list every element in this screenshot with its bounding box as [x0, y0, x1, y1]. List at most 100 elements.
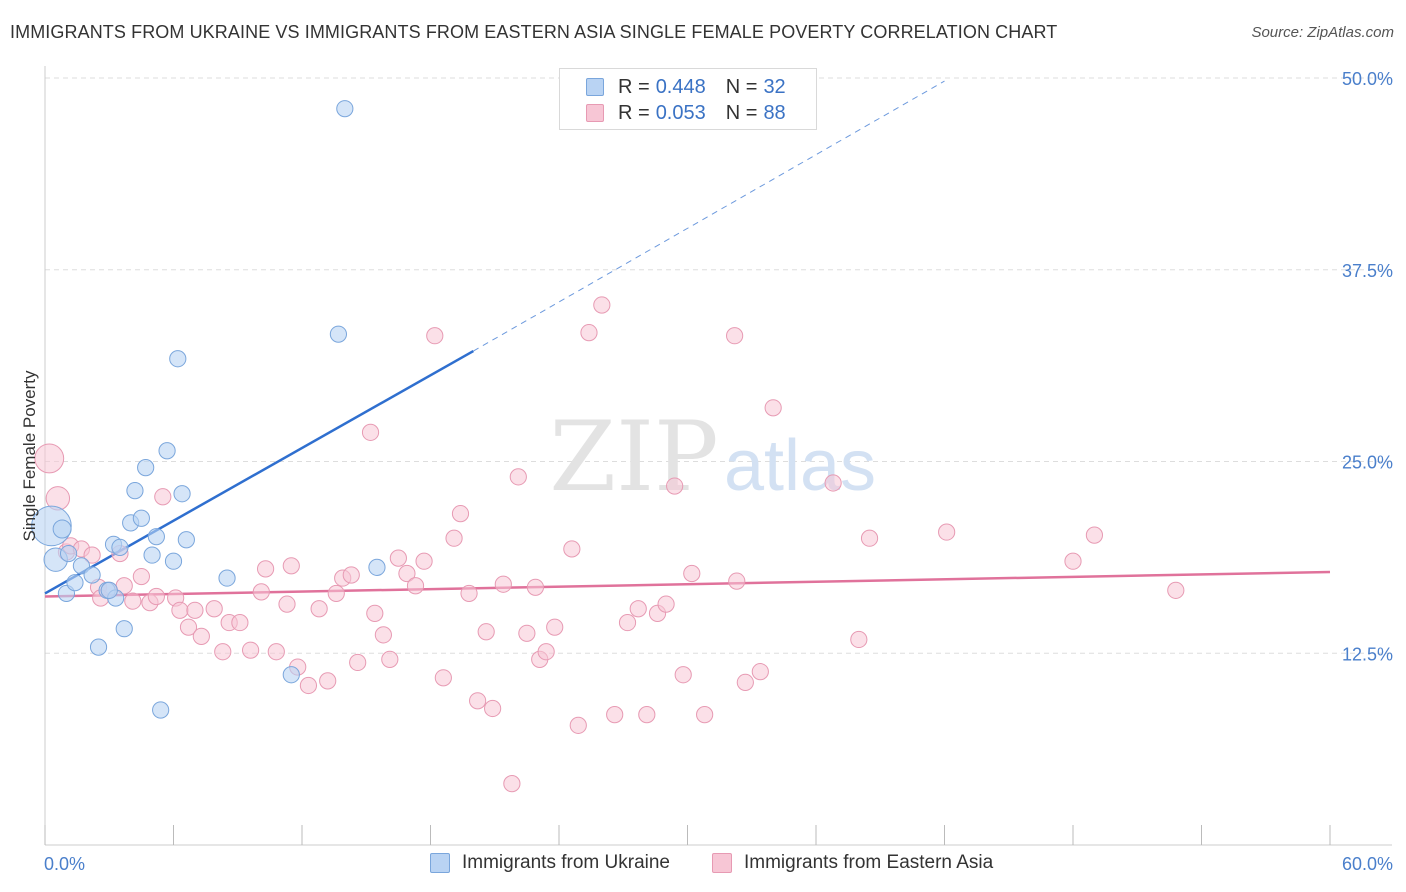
- data-point-eastern-asia: [327, 584, 345, 603]
- data-point-ukraine: [126, 482, 144, 500]
- data-point-eastern-asia: [1064, 552, 1082, 570]
- legend-r-value-ukraine: 0.448: [655, 75, 706, 98]
- chart-title: IMMIGRANTS FROM UKRAINE VS IMMIGRANTS FR…: [10, 22, 1058, 42]
- trendline-ukraine: [44, 349, 474, 595]
- data-point-eastern-asia: [361, 423, 380, 441]
- bottom-legend-label-ukraine: Immigrants from Ukraine: [462, 852, 670, 873]
- data-point-eastern-asia: [537, 643, 555, 661]
- data-point-eastern-asia: [638, 706, 656, 724]
- data-point-eastern-asia: [342, 566, 360, 584]
- data-point-ukraine: [368, 558, 386, 576]
- data-point-eastern-asia: [618, 613, 637, 632]
- data-point-eastern-asia: [674, 666, 692, 684]
- watermark: ZIP atlas: [549, 401, 876, 513]
- data-point-ukraine: [100, 581, 118, 599]
- data-point-eastern-asia: [850, 630, 868, 649]
- data-point-eastern-asia: [494, 575, 512, 593]
- data-point-eastern-asia: [256, 560, 275, 578]
- watermark-zip: ZIP: [549, 401, 718, 513]
- data-point-eastern-asia: [186, 601, 204, 619]
- data-point-ukraine: [329, 325, 348, 343]
- data-point-eastern-asia: [824, 474, 842, 492]
- data-point-eastern-asia: [726, 327, 744, 345]
- x-tick-label: 0.0%: [44, 854, 85, 874]
- data-point-eastern-asia: [477, 623, 495, 641]
- data-point-eastern-asia: [1167, 581, 1185, 599]
- data-point-ukraine: [158, 442, 176, 460]
- data-point-eastern-asia: [374, 626, 392, 644]
- data-point-eastern-asia: [205, 600, 223, 618]
- data-point-eastern-asia: [460, 584, 478, 603]
- x-tick-label: 60.0%: [1342, 854, 1393, 874]
- data-point-eastern-asia: [469, 692, 487, 710]
- series-eastern-asia: [34, 296, 1185, 793]
- data-point-eastern-asia: [434, 669, 452, 687]
- data-point-ukraine: [282, 666, 300, 684]
- data-point-eastern-asia: [366, 604, 384, 622]
- data-point-eastern-asia: [124, 592, 142, 610]
- data-point-eastern-asia: [83, 546, 101, 564]
- data-point-eastern-asia: [736, 673, 754, 691]
- data-point-eastern-asia: [629, 600, 647, 618]
- data-point-ukraine: [169, 350, 187, 368]
- data-point-eastern-asia: [214, 643, 232, 661]
- legend-n-label: N =: [725, 101, 758, 124]
- bottom-legend-label-eastern-asia: Immigrants from Eastern Asia: [744, 852, 994, 873]
- data-point-ukraine: [111, 538, 129, 557]
- legend-n-label: N =: [725, 75, 758, 98]
- data-point-ukraine: [132, 509, 150, 527]
- data-point-ukraine: [66, 574, 84, 592]
- data-point-eastern-asia: [171, 601, 189, 619]
- data-point-eastern-asia: [278, 595, 296, 613]
- data-point-eastern-asia: [147, 587, 165, 606]
- data-point-eastern-asia: [426, 327, 444, 345]
- y-axis-label: Single Female Poverty: [20, 370, 39, 542]
- data-point-eastern-asia: [381, 650, 399, 668]
- data-point-eastern-asia: [606, 706, 624, 724]
- legend-n-value-ukraine: 32: [763, 75, 786, 98]
- data-point-eastern-asia: [154, 488, 172, 506]
- data-point-ukraine: [177, 531, 195, 549]
- data-point-eastern-asia: [349, 653, 367, 672]
- data-point-eastern-asia: [179, 618, 198, 636]
- data-point-eastern-asia: [546, 618, 564, 636]
- data-point-ukraine: [336, 100, 354, 118]
- data-point-eastern-asia: [192, 627, 210, 645]
- data-point-eastern-asia: [252, 583, 270, 601]
- data-point-eastern-asia: [398, 564, 416, 583]
- data-point-eastern-asia: [415, 552, 433, 570]
- data-point-ukraine: [218, 569, 236, 587]
- data-point-eastern-asia: [569, 716, 587, 734]
- grid-lines: [45, 77, 1392, 654]
- data-point-eastern-asia: [518, 624, 536, 642]
- data-point-eastern-asia: [580, 324, 598, 342]
- data-point-eastern-asia: [696, 706, 714, 724]
- y-tick-label: 37.5%: [1342, 261, 1393, 281]
- bottom-legend-ukraine: Immigrants from Ukraine: [430, 852, 670, 874]
- data-point-eastern-asia: [563, 540, 581, 558]
- data-point-eastern-asia: [282, 557, 300, 575]
- source-label: Source: ZipAtlas.com: [1251, 24, 1394, 41]
- data-point-ukraine: [143, 546, 161, 564]
- bottom-legend-eastern-asia: Immigrants from Eastern Asia: [712, 852, 993, 874]
- data-point-eastern-asia: [299, 676, 318, 695]
- data-point-eastern-asia: [503, 775, 521, 793]
- data-point-ukraine: [152, 701, 170, 719]
- data-point-eastern-asia: [666, 477, 684, 495]
- y-tick-label: 50.0%: [1342, 69, 1393, 89]
- legend-r-label: R =: [618, 75, 650, 98]
- legend-r-label: R =: [618, 101, 650, 124]
- legend-row-eastern-asia: R = 0.053 N = 88: [586, 100, 786, 126]
- data-point-eastern-asia: [310, 600, 328, 618]
- data-point-eastern-asia: [860, 529, 879, 547]
- legend-n-value-eastern-asia: 88: [763, 101, 786, 124]
- data-point-eastern-asia: [451, 505, 470, 523]
- watermark-atlas: atlas: [724, 426, 876, 506]
- series-ukraine: [31, 100, 386, 719]
- legend-swatch-ukraine: [586, 78, 604, 96]
- data-point-eastern-asia: [1085, 526, 1104, 544]
- data-point-eastern-asia: [683, 564, 701, 583]
- correlation-legend: R = 0.448 N = 32 R = 0.053 N = 88: [559, 68, 817, 130]
- data-point-eastern-asia: [319, 672, 337, 690]
